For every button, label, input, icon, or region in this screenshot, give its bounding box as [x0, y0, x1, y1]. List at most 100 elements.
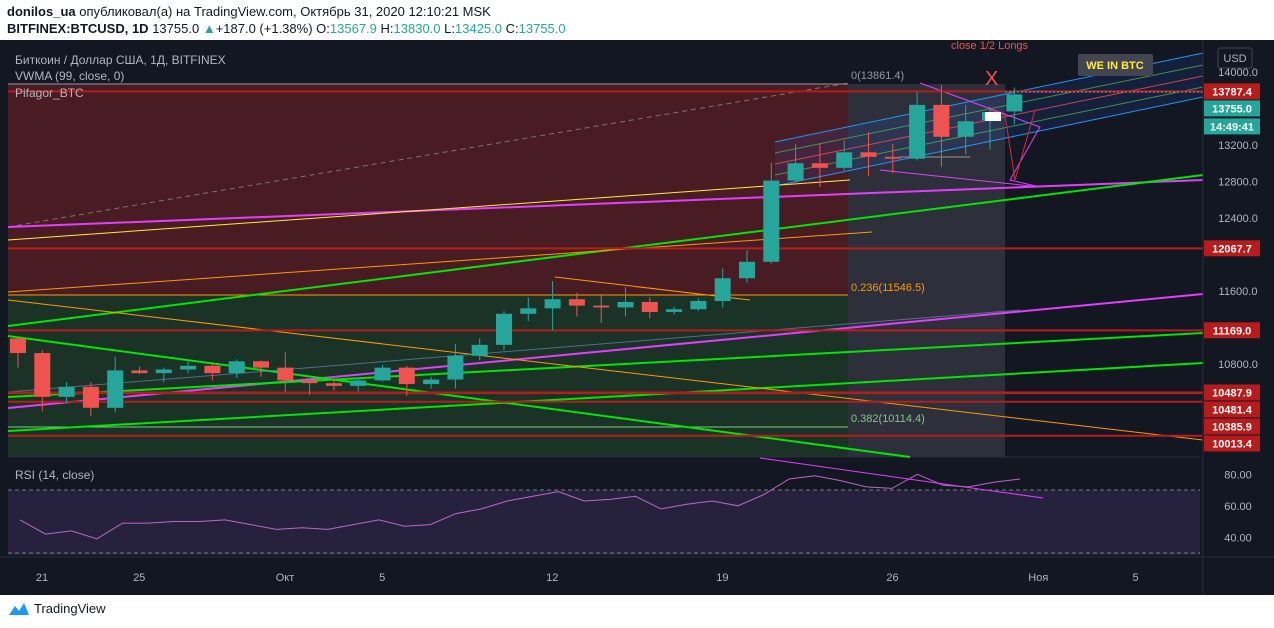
level-label-0: 13787.4 — [1212, 86, 1253, 98]
candle-body-25 — [617, 301, 634, 308]
rsi-band — [8, 490, 1200, 555]
candle-body-3 — [82, 386, 99, 408]
candle-body-16 — [398, 367, 415, 385]
candle-body-18 — [447, 355, 464, 380]
close-longs-note: close 1/2 Longs — [951, 40, 1029, 52]
candle-body-7 — [180, 365, 197, 370]
price-tick-1: 13200.0 — [1218, 140, 1258, 152]
magenta-trendline-lower — [7, 293, 1204, 409]
candle-body-20 — [496, 313, 512, 345]
chart-svg[interactable]: close 1/2 Longs X WE IN BTC 0(13861.4) 0… — [0, 40, 1274, 595]
candle-body-0 — [10, 338, 26, 354]
level-label-5-bg — [1204, 418, 1260, 435]
candle-body-33 — [811, 163, 828, 168]
candle-body-13 — [325, 383, 342, 386]
channel-lower-line — [774, 96, 1204, 187]
open-label: O: — [316, 21, 330, 36]
candle-body-19 — [471, 344, 488, 356]
low-value: 13425.0 — [455, 21, 502, 36]
publish-text: опубликовал(а) на TradingView.com, Октяб… — [75, 4, 491, 19]
highlight-box — [985, 112, 1001, 121]
level-label-4: 10481.4 — [1212, 404, 1253, 416]
candle-body-26 — [641, 301, 658, 312]
time-tick-0: 21 — [36, 572, 48, 584]
time-tick-1: 25 — [133, 572, 145, 584]
time-tick-5: 19 — [716, 572, 728, 584]
rsi-legend[interactable]: RSI (14, close) — [15, 468, 94, 482]
time-axis[interactable]: 21 25 Окт 5 12 19 26 Ноя 5 — [36, 572, 1139, 584]
vwma-line — [7, 309, 1021, 393]
rsi-tick-1: 60.00 — [1224, 501, 1252, 513]
close-value: 13755.0 — [518, 21, 566, 36]
high-label: H: — [380, 21, 394, 36]
candle-body-5 — [131, 370, 148, 374]
candle-body-32 — [787, 163, 804, 181]
candle-body-6 — [155, 369, 172, 374]
level-labels: 13787.4 13755.0 14:49:41 12067.7 11169.0 1048… — [1204, 83, 1260, 452]
publish-info: donilos_ua опубликовал(а) на TradingView… — [7, 4, 491, 19]
candle-body-28 — [690, 301, 707, 310]
level-label-3: 10487.9 — [1212, 387, 1252, 399]
tradingview-logo-icon — [9, 602, 29, 615]
time-tick-6: 26 — [886, 572, 898, 584]
candle-body-37 — [909, 104, 926, 159]
last-price-label-bg — [1204, 100, 1260, 117]
we-in-btc-box — [1078, 54, 1153, 76]
tradingview-logo[interactable]: TradingView — [8, 601, 106, 616]
rsi-ticks: 80.00 60.00 40.00 — [1224, 469, 1252, 544]
level-label-0-bg — [1204, 83, 1260, 100]
change-value: +187.0 (+1.38%) — [215, 21, 313, 36]
currency-box[interactable] — [1217, 47, 1253, 69]
level-label-6: 10013.4 — [1212, 438, 1253, 450]
price-ticks: 14000.0 13200.0 12800.0 12400.0 11600.0 10800… — [1218, 67, 1258, 371]
close-label: C: — [505, 21, 519, 36]
price-tick-3: 12400.0 — [1218, 213, 1258, 225]
magenta-trendline-upper — [7, 179, 1204, 228]
pifagor-legend[interactable]: Pifagor_BTC — [15, 86, 84, 100]
rsi-tick-2: 40.00 — [1224, 532, 1252, 544]
time-tick-3: 5 — [379, 572, 385, 584]
time-zone-grey — [848, 84, 1005, 457]
candle-body-38 — [933, 104, 950, 137]
green-trendline-down — [7, 335, 911, 458]
low-label: L: — [444, 21, 455, 36]
candle-body-23 — [568, 299, 585, 306]
currency-label: USD — [1223, 53, 1246, 65]
candle-body-17 — [423, 379, 440, 385]
rsi-tick-0: 80.00 — [1224, 469, 1252, 481]
candle-body-36 — [884, 156, 901, 159]
level-label-2: 11169.0 — [1213, 325, 1252, 337]
candle-body-22 — [544, 299, 561, 309]
high-value: 13830.0 — [393, 21, 441, 36]
level-label-1-bg — [1204, 240, 1260, 257]
last-price-label: 13755.0 — [1212, 103, 1252, 115]
candle-body-31 — [763, 180, 780, 262]
candle-body-39 — [957, 121, 974, 137]
orange-trendline-down — [7, 299, 1204, 441]
chart-area[interactable]: close 1/2 Longs X WE IN BTC 0(13861.4) 0… — [0, 40, 1274, 595]
fib-label-0: 0(13861.4) — [851, 70, 904, 82]
symbol-label: BITFINEX:BTCUSD, 1D — [7, 21, 149, 36]
green-trendline-mid — [7, 332, 1204, 398]
time-tick-2: Окт — [276, 572, 295, 584]
orange-trendline-up — [7, 231, 873, 293]
price-tick-5: 10800.0 — [1218, 359, 1258, 371]
level-label-6-bg — [1204, 435, 1260, 452]
price-tick-4: 11600.0 — [1219, 286, 1258, 298]
candle-body-2 — [58, 386, 75, 397]
candle-body-11 — [277, 367, 294, 381]
price-levels — [8, 90, 1203, 437]
vwma-legend[interactable]: VWMA (99, close, 0) — [15, 69, 124, 83]
candle-body-35 — [860, 152, 877, 157]
candle-body-30 — [739, 261, 755, 279]
candle-body-27 — [666, 309, 683, 312]
chart-title[interactable]: Биткоин / Доллар США, 1Д, BITFINEX — [15, 53, 226, 67]
level-label-5: 10385.9 — [1212, 421, 1252, 433]
fib-label-236: 0.236(11546.5) — [851, 282, 925, 294]
author-name[interactable]: donilos_ua — [7, 4, 76, 19]
x-mark: X — [985, 68, 998, 90]
candle-body-29 — [714, 278, 731, 302]
time-tick-4: 12 — [546, 572, 558, 584]
price-tick-0: 14000.0 — [1218, 67, 1258, 79]
we-in-btc-text: WE IN BTC — [1086, 60, 1143, 72]
